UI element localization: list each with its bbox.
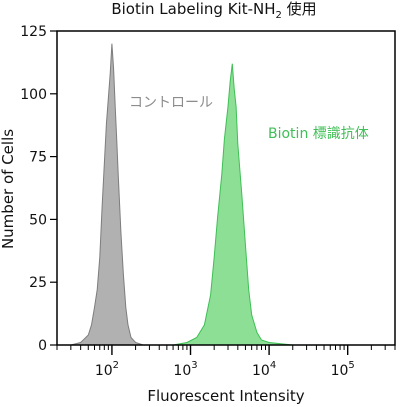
series-2-histogram [173, 63, 293, 346]
y-axis-label: Number of Cells [0, 129, 17, 249]
chart-title-subscript: 2 [276, 10, 282, 21]
x-axis: 102 103 104 105 [56, 345, 396, 379]
chart-title-suffix: 使用 [282, 0, 317, 18]
chart-title: Biotin Labeling Kit-NH2 使用 [111, 0, 316, 21]
x-axis-label: Fluorescent Intensity [147, 387, 304, 405]
y-tick-label: 50 [29, 212, 47, 228]
plot-frame [56, 30, 396, 346]
x-tick-label: 105 [331, 360, 355, 379]
x-tick-label: 102 [95, 360, 119, 379]
annotation-series-1: コントロール [129, 95, 213, 111]
x-tick-label: 104 [252, 360, 276, 379]
chart-title-main: Biotin Labeling Kit-NH [111, 0, 275, 18]
y-tick-label: 25 [29, 275, 47, 291]
annotation-series-2: Biotin 標識抗体 [268, 126, 369, 142]
y-axis: 0 25 50 75 100 125 [20, 24, 57, 354]
annotations: コントロール Biotin 標識抗体 [129, 95, 369, 142]
series-1-histogram [70, 43, 144, 346]
plot-area [70, 43, 293, 346]
y-tick-label: 75 [29, 150, 47, 166]
x-tick-label: 103 [173, 360, 197, 379]
y-tick-label: 0 [38, 338, 47, 354]
y-tick-label: 125 [20, 24, 47, 40]
y-tick-label: 100 [20, 87, 47, 103]
